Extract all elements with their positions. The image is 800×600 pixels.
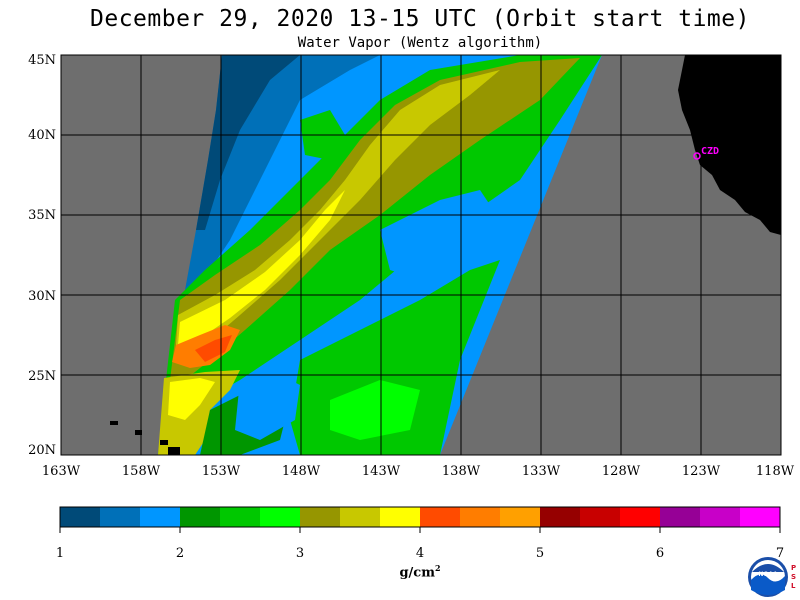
- lon-label-128w: 128W: [601, 464, 641, 479]
- colorbar-swatch: [300, 507, 341, 527]
- colorbar-tick-7: 7: [775, 546, 785, 561]
- blue-pocket-south: [235, 370, 300, 440]
- lon-label-118w: 118W: [755, 464, 795, 479]
- psl-letter-s: S: [791, 573, 797, 581]
- lat-label-40n: 40N: [28, 128, 56, 143]
- land-california: [678, 55, 781, 235]
- moisture-peak: [178, 190, 345, 345]
- island-oahu: [135, 430, 142, 435]
- colorbar-units-text: g/cm: [399, 565, 435, 581]
- moisture-south-core: [168, 378, 215, 420]
- colorbar-swatch: [460, 507, 501, 527]
- colorbar-swatch: [140, 507, 181, 527]
- colorbar-swatch: [740, 507, 781, 527]
- very-dry-region-nw: [196, 55, 300, 230]
- lat-label-45n: 45N: [28, 53, 56, 68]
- lon-label-148w: 148W: [281, 464, 321, 479]
- colorbar-swatch: [500, 507, 541, 527]
- colorbar: [59, 507, 781, 533]
- colorbar-tick-2: 2: [175, 546, 185, 561]
- blue-pocket-east: [380, 190, 500, 280]
- lon-label-153w: 153W: [201, 464, 241, 479]
- noaa-logo-text: NOAA: [758, 571, 778, 578]
- lon-label-158w: 158W: [121, 464, 161, 479]
- colorbar-tick-1: 1: [55, 546, 65, 561]
- colorbar-swatch: [180, 507, 221, 527]
- lon-label-133w: 133W: [521, 464, 561, 479]
- psl-letters: P S L: [791, 564, 799, 591]
- lat-label-25n: 25N: [28, 369, 56, 384]
- lon-label-138w: 138W: [441, 464, 481, 479]
- psl-letter-l: L: [791, 582, 796, 590]
- colorbar-swatch: [420, 507, 461, 527]
- colorbar-tick-3: 3: [295, 546, 305, 561]
- moisture-max-core: [195, 335, 232, 362]
- colorbar-swatch: [620, 507, 661, 527]
- colorbar-swatch: [100, 507, 141, 527]
- moisture-band-inner: [170, 58, 580, 380]
- colorbar-swatch: [660, 507, 701, 527]
- colorbar-tick-4: 4: [415, 546, 425, 561]
- colorbar-swatch: [220, 507, 261, 527]
- station-label-czd: CZD: [701, 146, 720, 157]
- noaa-logo: NOAA: [748, 557, 788, 597]
- lon-label-123w: 123W: [681, 464, 721, 479]
- colorbar-swatch: [540, 507, 581, 527]
- colorbar-swatch: [380, 507, 421, 527]
- colorbar-units-exponent: 2: [434, 563, 441, 573]
- moisture-band-outer: [158, 55, 602, 455]
- colorbar-swatch: [580, 507, 621, 527]
- colorbar-swatch: [340, 507, 381, 527]
- island-kauai: [110, 421, 118, 425]
- colorbar-units: g/cm2: [380, 563, 460, 580]
- colorbar-swatch: [260, 507, 301, 527]
- lon-label-163w: 163W: [41, 464, 81, 479]
- colorbar-frame: [59, 506, 781, 528]
- map-area: [61, 55, 781, 455]
- psl-letter-p: P: [791, 564, 797, 572]
- colorbar-tick-5: 5: [535, 546, 545, 561]
- colorbar-swatch: [60, 507, 101, 527]
- grid-lines: [61, 55, 781, 455]
- colorbar-swatch: [700, 507, 741, 527]
- map-title: December 29, 2020 13-15 UTC (Orbit start…: [90, 6, 750, 32]
- island-hawaii: [168, 447, 180, 455]
- lat-label-20n: 20N: [28, 443, 56, 458]
- lat-label-30n: 30N: [28, 289, 56, 304]
- map-subtitle: Water Vapor (Wentz algorithm): [297, 35, 543, 51]
- island-maui: [160, 440, 168, 445]
- colorbar-tick-6: 6: [655, 546, 665, 561]
- lon-label-143w: 143W: [361, 464, 401, 479]
- map-frame: [60, 54, 782, 456]
- station-marker: [693, 152, 701, 160]
- lat-label-35n: 35N: [28, 208, 56, 223]
- green-region-bright: [330, 380, 420, 440]
